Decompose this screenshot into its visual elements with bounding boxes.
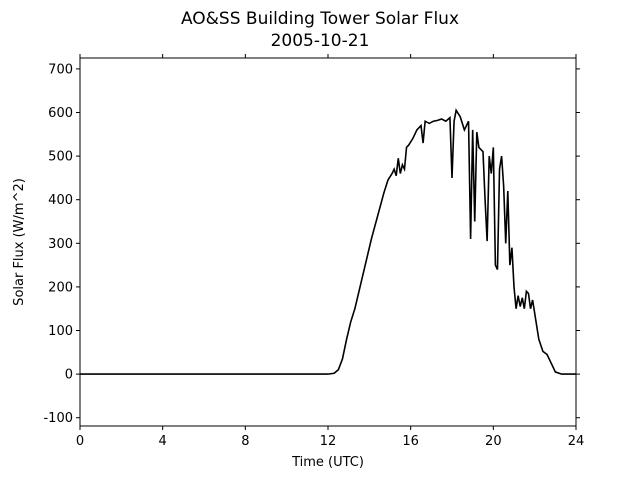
y-tick-label: 700 xyxy=(48,62,73,77)
x-tick-label: 8 xyxy=(241,434,249,449)
x-axis-label: Time (UTC) xyxy=(291,455,364,470)
x-tick-label: 24 xyxy=(568,434,585,449)
y-tick-label: 100 xyxy=(48,324,73,339)
plot-frame xyxy=(79,57,577,427)
line xyxy=(80,108,576,375)
y-tick-label: 400 xyxy=(48,193,73,208)
y-axis-label: Solar Flux (W/m^2) xyxy=(12,178,27,306)
x-tick-label: 16 xyxy=(402,434,419,449)
y-tick-label: -100 xyxy=(43,411,73,426)
y-tick-label: 500 xyxy=(48,150,73,165)
y-tick-label: 0 xyxy=(65,368,73,383)
x-tick-label: 4 xyxy=(159,434,167,449)
chart-title: AO&SS Building Tower Solar Flux xyxy=(181,9,459,29)
x-tick-label: 20 xyxy=(485,434,502,449)
y-tick-label: 600 xyxy=(48,106,73,121)
y-tick-label: 200 xyxy=(48,280,73,295)
y-tick-label: 300 xyxy=(48,237,73,252)
x-tick-label: 12 xyxy=(320,434,337,449)
x-tick-label: 0 xyxy=(76,434,84,449)
chart-subtitle: 2005-10-21 xyxy=(271,31,370,51)
